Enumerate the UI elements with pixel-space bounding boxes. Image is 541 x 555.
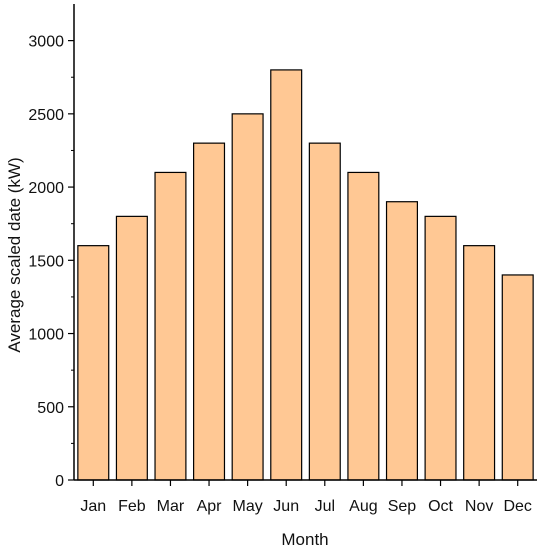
y-axis-label: Average scaled date (kW) — [5, 157, 24, 352]
x-tick-label: Feb — [118, 498, 146, 515]
y-tick-label: 1000 — [28, 327, 64, 344]
x-tick-label: May — [233, 498, 263, 515]
bars-group — [77, 69, 534, 481]
y-tick-label: 2000 — [28, 180, 64, 197]
bar-jan — [77, 245, 110, 481]
x-tick-label: Oct — [428, 498, 453, 515]
bar-dec — [501, 274, 534, 481]
bar-apr — [193, 142, 226, 481]
bar-sep — [385, 201, 418, 481]
bar-jun — [270, 69, 303, 481]
x-tick-label: Mar — [157, 498, 185, 515]
y-tick-label: 0 — [55, 473, 64, 490]
y-tick-label: 500 — [37, 400, 64, 417]
x-tick-label: Aug — [349, 498, 377, 515]
bar-aug — [347, 171, 380, 481]
bar-feb — [115, 215, 148, 481]
y-tick-label: 2500 — [28, 107, 64, 124]
x-tick-label: Dec — [503, 498, 531, 515]
bar-nov — [463, 245, 496, 481]
bar-oct — [424, 215, 457, 481]
bar-jul — [308, 142, 341, 481]
y-ticks-group: 0 500 1000 1500 2000 2500 3000 — [28, 34, 74, 490]
y-tick-label: 3000 — [28, 34, 64, 51]
x-tick-label: Apr — [197, 498, 223, 515]
bar-may — [231, 113, 264, 481]
x-tick-label: Jul — [315, 498, 335, 515]
axes-group — [73, 4, 537, 481]
x-tick-label: Jun — [273, 498, 299, 515]
x-tick-label: Sep — [388, 498, 417, 515]
x-ticks-group: Jan Feb Mar Apr May Jun Jul Aug Sep Oct Nov Dec — [80, 480, 532, 515]
bar-mar — [154, 171, 187, 481]
y-tick-label: 1500 — [28, 253, 64, 270]
x-axis-label: Month — [281, 530, 328, 549]
x-tick-label: Nov — [465, 498, 493, 515]
x-tick-label: Jan — [80, 498, 106, 515]
